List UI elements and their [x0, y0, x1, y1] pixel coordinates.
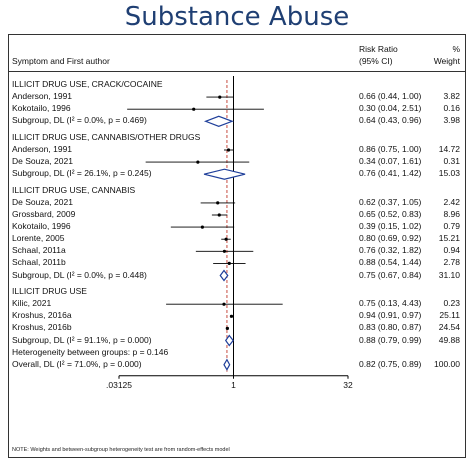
weight-value: 3.98	[443, 115, 460, 126]
study-label: Kokotailo, 1996	[12, 221, 71, 232]
weight-value: 8.96	[443, 209, 460, 219]
point-estimate	[227, 261, 231, 265]
point-estimate	[224, 237, 228, 241]
header-weight: Weight	[433, 56, 460, 66]
header-pct: %	[452, 44, 460, 54]
ci-value: 0.86 (0.75, 1.00)	[359, 144, 422, 154]
weight-value: 0.94	[443, 245, 460, 256]
study-label: Anderson, 1991	[12, 144, 73, 154]
ci-value: 0.88 (0.54, 1.44)	[359, 257, 422, 268]
point-estimate	[196, 160, 200, 164]
ci-value: 0.82 (0.75, 0.89)	[359, 358, 422, 369]
ci-value: 0.94 (0.91, 0.97)	[359, 310, 422, 321]
subgroup-diamond	[203, 168, 246, 180]
weight-value: 0.31	[443, 156, 460, 167]
ci-value: 0.34 (0.07, 1.61)	[359, 156, 422, 167]
subgroup-label: Subgroup, DL (I² = 26.1%, p = 0.245)	[12, 168, 152, 179]
point-estimate	[218, 95, 222, 99]
weight-value: 2.78	[443, 257, 460, 268]
weight-value: 24.54	[438, 322, 460, 333]
subgroup-label: Subgroup, DL (I² = 0.0%, p = 0.469)	[12, 115, 147, 126]
point-estimate	[222, 249, 227, 253]
subgroup-diamond	[203, 115, 234, 127]
study-label: Kroshus, 2016a	[12, 310, 72, 321]
subgroup-diamond	[219, 269, 229, 282]
ci-value: 0.80 (0.69, 0.92)	[359, 233, 422, 244]
weight-value: 0.16	[443, 103, 460, 114]
ci-value: 0.75 (0.67, 0.84)	[359, 269, 422, 280]
study-label: De Souza, 2021	[12, 196, 73, 207]
weight-value: 3.82	[443, 91, 460, 102]
subgroup-diamond	[224, 334, 234, 347]
header-divider	[8, 71, 466, 72]
heterogeneity-note: Heterogeneity between groups: p = 0.146	[12, 346, 169, 357]
weight-value: 14.72	[438, 144, 460, 154]
point-estimate	[192, 107, 196, 111]
subgroup-label: Subgroup, DL (I² = 0.0%, p = 0.448)	[12, 269, 147, 280]
header-symptom: Symptom and First author	[12, 56, 110, 66]
ci-value: 0.76 (0.32, 1.82)	[359, 245, 422, 256]
group-heading: ILLICIT DRUG USE	[12, 286, 87, 297]
subgroup-label: Subgroup, DL (I² = 91.1%, p = 0.000)	[12, 334, 152, 345]
point-estimate	[216, 201, 220, 205]
study-label: Grossbard, 2009	[12, 209, 76, 219]
weight-value: 0.23	[443, 298, 460, 309]
weight-value: 2.42	[443, 196, 460, 207]
study-label: Lorente, 2005	[12, 233, 65, 244]
point-estimate	[229, 314, 234, 318]
plot-frame	[8, 34, 466, 458]
point-estimate	[200, 225, 204, 229]
weight-value: 15.03	[438, 168, 460, 179]
weight-value: 25.11	[439, 310, 460, 321]
footnote: NOTE: Weights and between-subgroup heter…	[12, 447, 230, 453]
study-label: Schaal, 2011b	[12, 257, 66, 268]
ci-value: 0.39 (0.15, 1.02)	[359, 221, 422, 232]
group-heading: ILLICIT DRUG USE, CRACK/COCAINE	[12, 79, 163, 89]
weight-value: 15.21	[438, 233, 460, 244]
ci-value: 0.75 (0.13, 4.43)	[359, 298, 422, 309]
x-tick-label: .03125	[106, 379, 132, 390]
ci-value: 0.62 (0.37, 1.05)	[359, 196, 422, 207]
ci-value: 0.30 (0.04, 2.51)	[359, 103, 422, 114]
point-estimate	[222, 302, 226, 306]
study-label: Schaal, 2011a	[12, 245, 66, 256]
study-label: Kilic, 2021	[12, 298, 52, 309]
header-ci: (95% CI)	[359, 56, 393, 66]
weight-value: 49.88	[438, 334, 460, 345]
point-estimate	[226, 148, 231, 152]
ci-value: 0.65 (0.52, 0.83)	[359, 209, 422, 219]
point-estimate	[217, 213, 221, 217]
chart-title: Substance Abuse	[124, 2, 350, 32]
weight-value: 100.00	[434, 358, 460, 369]
weight-value: 31.10	[438, 269, 460, 280]
ci-value: 0.76 (0.41, 1.42)	[359, 168, 422, 179]
study-label: Kokotailo, 1996	[12, 103, 71, 114]
weight-value: 0.79	[443, 221, 460, 232]
study-label: De Souza, 2021	[12, 156, 73, 167]
group-heading: ILLICIT DRUG USE, CANNABIS	[12, 184, 136, 195]
ci-value: 0.64 (0.43, 0.96)	[359, 115, 422, 126]
point-estimate	[225, 326, 229, 330]
study-label: Kroshus, 2016b	[12, 322, 72, 333]
overall-label: Overall, DL (I² = 71.0%, p = 0.000)	[12, 358, 142, 369]
ci-value: 0.88 (0.79, 0.99)	[359, 334, 422, 345]
ci-value: 0.66 (0.44, 1.00)	[359, 91, 422, 102]
x-tick-label: 1	[231, 379, 236, 390]
ci-value: 0.83 (0.80, 0.87)	[359, 322, 422, 333]
overall-diamond	[223, 358, 231, 371]
header-risk-ratio: Risk Ratio	[359, 44, 398, 54]
group-heading: ILLICIT DRUG USE, CANNABIS/OTHER DRUGS	[12, 131, 201, 142]
x-tick-label: 32	[343, 379, 353, 390]
study-label: Anderson, 1991	[12, 91, 73, 102]
